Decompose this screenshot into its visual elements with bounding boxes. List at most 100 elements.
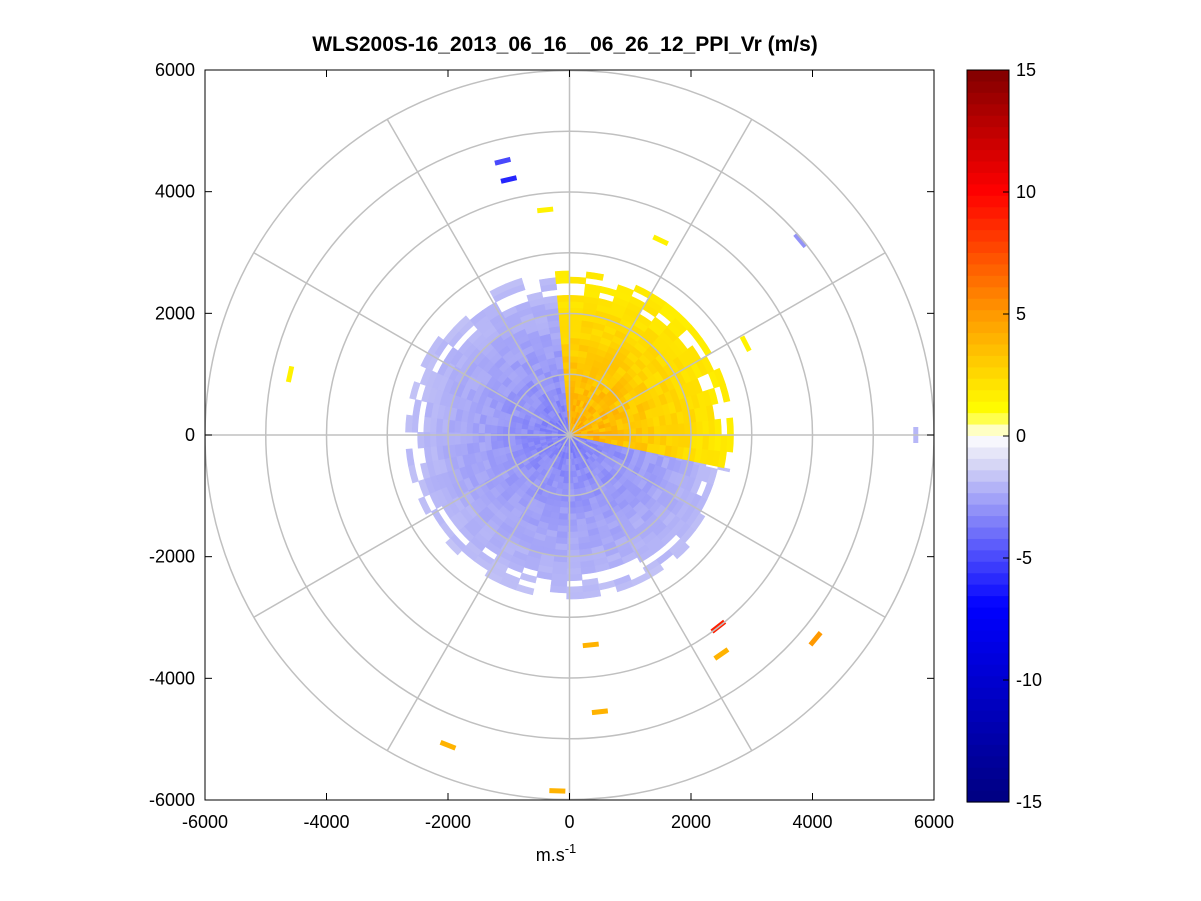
field-cell — [519, 572, 538, 584]
y-tick-label: 4000 — [155, 182, 195, 202]
field-cell — [539, 277, 557, 287]
field-cell — [554, 270, 570, 278]
field-cell — [659, 434, 668, 446]
field-cell — [565, 458, 570, 466]
field-cell — [532, 430, 540, 435]
field-cell — [708, 434, 716, 451]
x-tick-label: 0 — [564, 812, 574, 832]
field-cell — [472, 422, 480, 434]
field-cell — [555, 276, 570, 285]
colorbar-band — [967, 664, 1009, 677]
colorbar-band — [967, 584, 1009, 597]
colorbar-band — [967, 721, 1009, 734]
field-cell — [569, 337, 580, 345]
colorbar-band — [967, 333, 1009, 346]
y-tick-label: -6000 — [149, 790, 195, 810]
x-axis-label-exponent: -1 — [565, 841, 577, 856]
colorbar-band — [967, 710, 1009, 723]
field-cell — [562, 482, 569, 490]
colorbar-band — [967, 573, 1009, 586]
field-cell — [556, 294, 570, 303]
colorbar-band — [967, 424, 1009, 437]
colorbar-band — [967, 230, 1009, 243]
field-cell — [409, 381, 421, 400]
colorbar-band — [967, 298, 1009, 311]
colorbar-band — [967, 104, 1009, 117]
colorbar-band — [967, 790, 1009, 803]
field-cell — [478, 423, 486, 434]
field-cell — [555, 537, 569, 545]
field-cell — [557, 301, 570, 309]
field-cell — [574, 380, 582, 388]
field-cell — [677, 422, 686, 436]
field-cell — [560, 500, 569, 509]
colorbar-band — [967, 596, 1009, 609]
field-cell — [641, 434, 649, 444]
field-cell — [549, 585, 568, 594]
colorbar-band — [967, 92, 1009, 105]
colorbar-band — [967, 630, 1009, 643]
colorbar-band — [967, 470, 1009, 483]
colorbar-band — [967, 138, 1009, 151]
field-cell — [569, 294, 585, 303]
colorbar-band — [967, 195, 1009, 208]
field-cell — [585, 271, 604, 281]
y-tick-label: -4000 — [149, 668, 195, 688]
field-cell — [538, 430, 546, 435]
colorbar-band — [967, 550, 1009, 563]
colorbar-band — [967, 458, 1009, 471]
field-cell — [405, 414, 414, 433]
sparse-return — [549, 788, 566, 794]
field-cell — [514, 428, 522, 435]
field-cell — [562, 355, 570, 363]
field-cell — [435, 418, 444, 434]
field-cell — [687, 345, 702, 363]
field-cell — [560, 331, 570, 339]
field-cell — [723, 467, 731, 473]
colorbar-tick-label: -15 — [1016, 792, 1042, 812]
field-cell — [726, 417, 734, 436]
plot-area: -6000 -4000 -2000 0 2000 4000 6000 6000 4000 200… — [149, 60, 954, 832]
field-cell — [647, 425, 655, 436]
field-cell — [641, 426, 649, 436]
colorbar-band — [967, 481, 1009, 494]
field-cell — [582, 589, 602, 599]
field-cell — [569, 331, 581, 339]
field-cell — [563, 470, 570, 478]
colorbar-band — [967, 275, 1009, 288]
field-cell — [659, 424, 668, 436]
field-cell — [672, 542, 690, 560]
field-cell — [423, 416, 432, 433]
field-cell — [465, 422, 474, 434]
x-axis: -6000 -4000 -2000 0 2000 4000 6000 — [182, 70, 954, 832]
colorbar-tick-label: 10 — [1016, 182, 1036, 202]
field-cell — [616, 284, 635, 297]
field-cell — [569, 386, 575, 394]
field-cell — [714, 434, 722, 452]
field-cell — [459, 421, 468, 434]
sparse-return — [591, 708, 609, 716]
field-cell — [569, 319, 582, 327]
colorbar-band — [967, 413, 1009, 426]
field-cell — [490, 425, 498, 435]
field-cell — [617, 434, 625, 442]
field-cell — [569, 301, 584, 309]
field-cell — [702, 420, 710, 436]
field-cell — [526, 291, 544, 302]
colorbar-band — [967, 619, 1009, 632]
azimuth-spoke — [569, 434, 886, 618]
colorbar-band — [967, 516, 1009, 529]
field-cell — [496, 425, 504, 435]
field-cell — [633, 284, 652, 299]
colorbar-band — [967, 127, 1009, 140]
field-cell — [696, 434, 704, 450]
azimuth-spoke — [253, 434, 570, 618]
field-cell — [635, 434, 643, 443]
colorbar-band — [967, 527, 1009, 540]
field-cell — [569, 361, 578, 369]
sparse-return — [494, 156, 512, 166]
field-cell — [665, 434, 674, 447]
field-cell — [561, 343, 570, 351]
colorbar-band — [967, 355, 1009, 368]
x-tick-label: -6000 — [182, 812, 228, 832]
